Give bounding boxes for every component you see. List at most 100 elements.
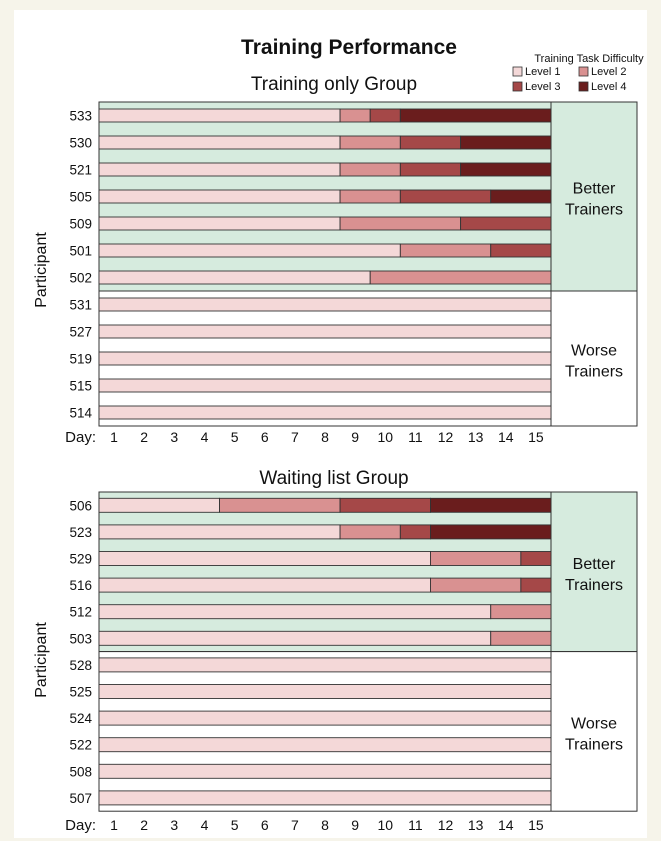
- x-axis-label: Day:: [65, 817, 96, 834]
- legend-label: Level 1: [525, 66, 560, 78]
- level-1-bar: [98, 162, 341, 177]
- level-3-bar: [460, 216, 552, 231]
- x-tick-label: 10: [377, 817, 393, 833]
- level-3-bar: [490, 243, 552, 258]
- level-2-bar: [339, 524, 401, 540]
- x-tick-label: 8: [321, 817, 329, 833]
- x-tick-label: 2: [140, 817, 148, 833]
- legend-swatch: [578, 66, 589, 77]
- participant-label: 509: [69, 217, 92, 232]
- participant-label: 507: [69, 791, 92, 806]
- level-2-bar: [369, 270, 552, 285]
- group-label-line: Worse: [571, 343, 617, 360]
- legend-label: Level 3: [525, 81, 560, 93]
- level-1-bar: [98, 737, 552, 753]
- level-2-bar: [339, 135, 401, 150]
- better-trainers-label: Better Trainers: [565, 181, 623, 219]
- better-trainers-label: Better Trainers: [565, 556, 623, 594]
- x-tick-label: 3: [170, 429, 178, 445]
- level-2-bar: [430, 551, 522, 566]
- legend-items: Level 1 Level 2 Level 3 Level 4: [512, 66, 626, 93]
- legend-swatch: [512, 81, 523, 92]
- legend-title: Training Task Difficulty: [534, 53, 644, 65]
- level-1-bar: [98, 684, 552, 699]
- level-4-bar: [399, 108, 552, 123]
- participant-label: 514: [69, 406, 92, 421]
- group-label-line: Better: [573, 181, 616, 198]
- level-1-bar: [98, 270, 371, 285]
- level-1-bar: [98, 243, 401, 258]
- better-trainers-region: [98, 491, 638, 653]
- level-1-bar: [98, 324, 552, 339]
- x-tick-label: 15: [528, 817, 544, 833]
- x-tick-label: 10: [377, 429, 393, 445]
- level-4-bar: [430, 497, 552, 513]
- figure-card: Training Performance Training Task Diffi…: [14, 10, 647, 838]
- level-3-bar: [399, 162, 462, 177]
- level-1-bar: [98, 405, 552, 420]
- x-tick-label: 1: [110, 817, 118, 833]
- participant-label: 502: [69, 271, 92, 286]
- level-3-bar: [399, 135, 462, 150]
- participant-label: 505: [69, 190, 92, 205]
- x-axis-label: Day:: [65, 429, 96, 446]
- level-4-bar: [460, 135, 552, 150]
- panels: Training only Group Better Trainers Worse Tr…: [33, 74, 638, 834]
- level-1-bar: [98, 763, 552, 779]
- level-2-bar: [399, 243, 492, 258]
- x-tick-label: 9: [351, 429, 359, 445]
- level-1-bar: [98, 630, 492, 646]
- level-2-bar: [430, 577, 522, 593]
- participant-label: 519: [69, 352, 92, 367]
- level-3-bar: [520, 577, 552, 593]
- participant-label: 523: [69, 525, 92, 540]
- level-1-bar: [98, 604, 492, 620]
- level-3-bar: [369, 108, 401, 123]
- legend-swatch: [512, 66, 523, 77]
- level-2-bar: [219, 497, 341, 513]
- worse-trainers-region: [98, 651, 638, 812]
- x-tick-label: 6: [261, 429, 269, 445]
- x-tick-label: 13: [468, 817, 484, 833]
- x-tick-label: 12: [438, 429, 454, 445]
- level-3-bar: [399, 189, 492, 204]
- level-3-bar: [339, 497, 431, 513]
- level-2-bar: [490, 604, 552, 620]
- x-tick-label: 3: [170, 817, 178, 833]
- x-tick-label: 11: [408, 817, 423, 833]
- chart-svg: Training Performance Training Task Diffi…: [33, 36, 644, 834]
- chart-panel: Waiting list Group Better Trainers Worse Tra…: [33, 468, 638, 834]
- legend-swatch: [578, 81, 589, 92]
- participant-label: 516: [69, 578, 92, 593]
- y-axis-label: Participant: [33, 622, 50, 698]
- x-tick-label: 14: [498, 817, 514, 833]
- level-1-bar: [98, 790, 552, 806]
- x-tick-label: 13: [468, 429, 484, 445]
- level-1-bar: [98, 378, 552, 393]
- participant-label: 527: [69, 325, 92, 340]
- panel-subtitle: Training only Group: [251, 74, 417, 95]
- group-label-line: Worse: [571, 715, 617, 732]
- x-tick-label: 5: [231, 817, 239, 833]
- level-4-bar: [490, 189, 552, 204]
- participant-label: 521: [69, 163, 92, 178]
- level-2-bar: [339, 189, 401, 204]
- participant-label: 508: [69, 764, 92, 779]
- participant-label: 506: [69, 498, 92, 513]
- level-4-bar: [460, 162, 552, 177]
- x-tick-label: 1: [110, 429, 118, 445]
- x-tick-label: 7: [291, 429, 299, 445]
- participant-label: 524: [69, 711, 92, 726]
- x-tick-label: 9: [351, 817, 359, 833]
- x-tick-label: 4: [201, 817, 209, 833]
- x-tick-label: 11: [408, 429, 423, 445]
- group-label-line: Trainers: [565, 202, 623, 219]
- level-1-bar: [98, 657, 552, 673]
- panel-subtitle: Waiting list Group: [259, 468, 408, 489]
- level-3-bar: [520, 551, 552, 566]
- participant-label: 529: [69, 552, 92, 567]
- level-1-bar: [98, 551, 431, 566]
- level-2-bar: [490, 630, 552, 646]
- participant-label: 522: [69, 738, 92, 753]
- level-1-bar: [98, 710, 552, 726]
